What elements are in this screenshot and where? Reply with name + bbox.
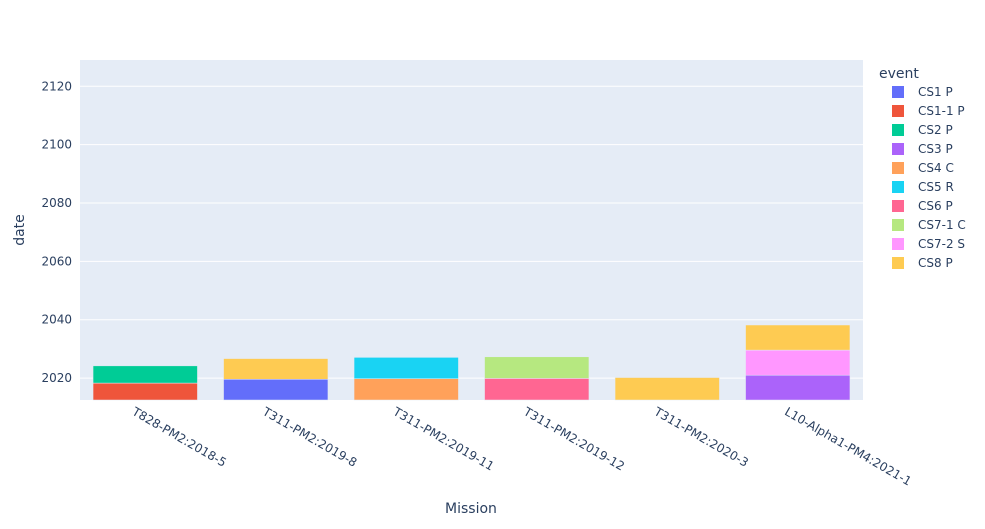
bar-segment: [353, 357, 459, 379]
legend-label: CS4 C: [918, 161, 954, 175]
bar-segment: [614, 377, 720, 401]
legend-swatch: [892, 143, 904, 155]
bar-segment: [745, 349, 851, 376]
x-axis-ticks: T828-PM2:2018-5 T311-PM2:2019-8 T311-PM2:2…: [129, 404, 914, 489]
bars: [92, 324, 851, 401]
legend-swatch: [892, 257, 904, 269]
x-tick-label: T311-PM2:2019-12: [520, 404, 627, 474]
legend-title: event: [879, 66, 919, 82]
legend-label: CS7-1 C: [918, 218, 966, 232]
legend-swatch: [892, 105, 904, 117]
legend-swatch: [892, 86, 904, 98]
x-tick-label: T311-PM2:2019-11: [390, 404, 497, 474]
legend-swatch: [892, 124, 904, 136]
gridlines: [80, 85, 863, 379]
y-axis-title: date: [12, 214, 28, 246]
y-tick-label: 2060: [41, 254, 72, 268]
bar-segment: [223, 379, 329, 401]
legend-label: CS6 P: [918, 199, 953, 213]
legend-label: CS2 P: [918, 123, 953, 137]
y-tick-label: 2080: [41, 196, 72, 210]
y-tick-label: 2020: [41, 371, 72, 385]
y-tick-label: 2100: [41, 138, 72, 152]
bar-segment: [92, 365, 198, 384]
bar-segment: [223, 358, 329, 380]
legend-label: CS8 P: [918, 256, 953, 270]
legend-label: CS7-2 S: [918, 237, 965, 251]
x-tick-label: T311-PM2:2020-3: [651, 404, 751, 470]
x-tick-label: T828-PM2:2018-5: [129, 404, 229, 470]
bar-segment: [745, 324, 851, 351]
bar-segment: [92, 382, 198, 401]
legend-swatch: [892, 200, 904, 212]
bar-segment: [745, 374, 851, 401]
bar-segment: [353, 378, 459, 401]
legend-label: CS1-1 P: [918, 104, 965, 118]
legend-swatch: [892, 238, 904, 250]
legend-swatch: [892, 219, 904, 231]
legend-label: CS3 P: [918, 142, 953, 156]
legend: event CS1 P CS1-1 P CS2 P CS3 P CS4 C CS5 R CS…: [879, 66, 966, 270]
plot-background: [80, 60, 863, 400]
legend-swatch: [892, 162, 904, 174]
y-tick-label: 2040: [41, 313, 72, 327]
bar-segment: [484, 378, 590, 401]
legend-swatch: [892, 181, 904, 193]
legend-label: CS1 P: [918, 85, 953, 99]
x-axis-title: Mission: [445, 501, 497, 517]
bar-segment: [484, 356, 590, 379]
x-tick-label: L10-Alpha1-PM4:2021-1: [782, 404, 914, 488]
x-tick-label: T311-PM2:2019-8: [259, 404, 359, 470]
y-axis-ticks: 2020 2040 2060 2080 2100 2120: [41, 79, 72, 385]
legend-label: CS5 R: [918, 180, 954, 194]
y-tick-label: 2120: [41, 79, 72, 93]
